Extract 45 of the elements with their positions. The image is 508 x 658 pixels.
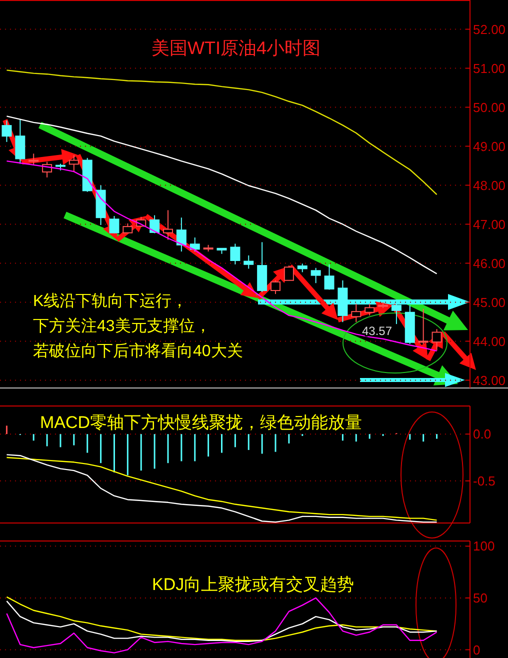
candlestick xyxy=(324,264,334,290)
y-tick-label: 48.00 xyxy=(473,178,506,193)
candlestick xyxy=(28,153,39,166)
y-tick-label: 44.00 xyxy=(473,334,506,349)
y-tick-label: 0 xyxy=(473,642,480,658)
candlestick xyxy=(284,265,294,281)
annotation: 下方关注43美元支撑位， xyxy=(33,317,211,335)
candlestick xyxy=(418,308,428,344)
text: 美国WTI原油4小时图 xyxy=(152,38,320,58)
y-tick-label: 43.00 xyxy=(473,372,506,388)
y-tick-label: 52.00 xyxy=(473,22,506,37)
y-tick-label: 46.00 xyxy=(473,256,506,271)
candlestick xyxy=(2,120,12,142)
annotation: 43.57 xyxy=(362,324,392,338)
candlestick xyxy=(15,118,26,164)
line-series xyxy=(6,597,438,654)
candlestick xyxy=(432,328,442,352)
candlestick xyxy=(351,303,362,323)
candlestick xyxy=(391,302,402,325)
y-tick-label: -0.5 xyxy=(473,473,496,488)
y-tick-label: 49.00 xyxy=(473,138,506,154)
candlestick xyxy=(176,217,186,252)
y-tick-label: 51.00 xyxy=(473,60,506,76)
annotation: KDJ向上聚拢或有交叉趋势 xyxy=(152,575,354,594)
annotation: K线沿下轨向下运行， xyxy=(33,292,188,310)
candlestick xyxy=(190,236,200,252)
candlestick xyxy=(109,216,120,234)
candlestick xyxy=(68,154,79,172)
candlestick xyxy=(122,222,133,234)
y-tick-label: 0.0 xyxy=(473,426,492,442)
y-tick-label: 100 xyxy=(473,538,495,554)
y-tick-label: 45.00 xyxy=(473,294,506,310)
candlestick xyxy=(310,267,321,284)
line-series xyxy=(6,116,438,274)
y-tick-label: 50.00 xyxy=(473,100,506,115)
candlestick xyxy=(244,254,254,270)
line-series xyxy=(6,70,438,196)
annotation: 若破位向下后市将看向40大关 xyxy=(33,342,243,360)
y-tick-label: 47.00 xyxy=(473,216,506,232)
candlestick xyxy=(270,280,281,295)
candlestick xyxy=(364,303,375,316)
candlestick xyxy=(230,243,240,265)
annotation: MACD零轴下方快慢线聚拢，绿色动能放量 xyxy=(40,413,362,432)
y-tick-label: 50 xyxy=(473,590,488,606)
candlestick xyxy=(162,210,173,240)
